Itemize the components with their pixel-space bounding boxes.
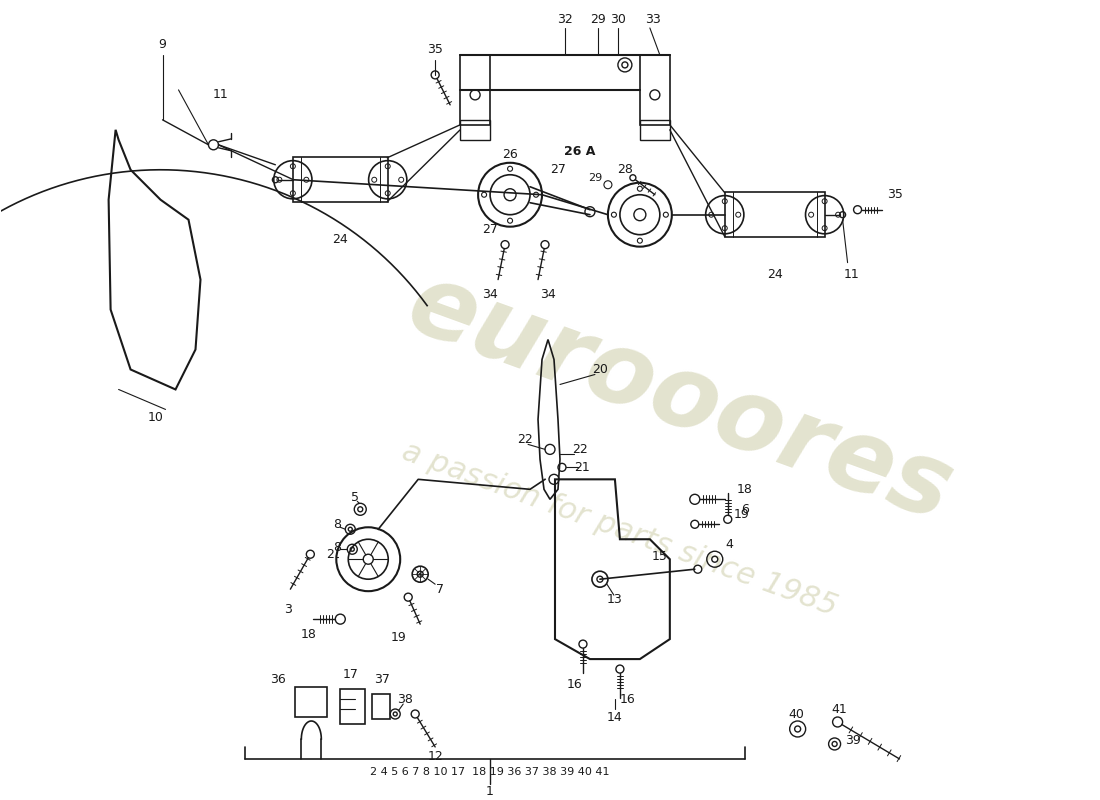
Text: 16: 16	[620, 693, 636, 706]
Text: a passion for parts since 1985: a passion for parts since 1985	[398, 437, 842, 622]
Text: 17: 17	[342, 667, 359, 681]
Text: 41: 41	[832, 702, 847, 715]
Bar	[296, 687, 328, 717]
Text: 15: 15	[652, 550, 668, 562]
Text: 30: 30	[610, 14, 626, 26]
Text: 10: 10	[147, 411, 164, 424]
Text: 26: 26	[503, 148, 518, 162]
Text: 16: 16	[568, 678, 583, 690]
Text: 39: 39	[845, 734, 860, 747]
Text: 20: 20	[592, 363, 608, 376]
Text: 29: 29	[590, 14, 606, 26]
Text: 27: 27	[550, 163, 565, 176]
Text: 37: 37	[374, 673, 390, 686]
Text: 24: 24	[332, 233, 349, 246]
Text: 6: 6	[740, 502, 749, 516]
Text: 4: 4	[726, 538, 734, 550]
Text: 27: 27	[482, 223, 498, 236]
Text: 34: 34	[482, 288, 498, 301]
Text: 22: 22	[572, 443, 587, 456]
Text: 2 4 5 6 7 8 10 17  18 19 36 37 38 39 40 41: 2 4 5 6 7 8 10 17 18 19 36 37 38 39 40 4…	[371, 767, 609, 777]
Text: 34: 34	[540, 288, 556, 301]
Text: 19: 19	[390, 630, 406, 644]
Text: 40: 40	[789, 707, 804, 721]
Text: 8: 8	[333, 541, 341, 554]
Text: 35: 35	[427, 43, 443, 57]
Text: 7: 7	[437, 582, 444, 596]
Text: 22: 22	[517, 433, 532, 446]
Text: 11: 11	[212, 88, 229, 102]
Text: 5: 5	[351, 491, 360, 504]
Text: 9: 9	[158, 38, 166, 51]
Text: 3: 3	[285, 602, 293, 616]
Text: 1: 1	[486, 786, 494, 798]
Text: 18: 18	[300, 628, 317, 641]
Text: 28: 28	[617, 163, 632, 176]
Text: 14: 14	[607, 710, 623, 723]
Text: 35: 35	[887, 188, 902, 202]
Text: 32: 32	[557, 14, 573, 26]
Text: 18: 18	[737, 483, 752, 496]
Text: 38: 38	[397, 693, 414, 706]
Text: 8: 8	[333, 518, 341, 530]
Text: 29: 29	[587, 173, 602, 182]
Text: 13: 13	[607, 593, 623, 606]
Text: 36: 36	[271, 673, 286, 686]
Bar	[293, 158, 387, 202]
Text: 12: 12	[427, 750, 443, 763]
Text: 2: 2	[327, 548, 334, 561]
Text: 33: 33	[645, 14, 661, 26]
Text: 11: 11	[844, 268, 859, 281]
Bar	[340, 689, 365, 724]
Bar	[725, 192, 825, 237]
Text: 24: 24	[767, 268, 782, 281]
Text: 21: 21	[574, 461, 590, 474]
Text: 26 A: 26 A	[564, 146, 595, 158]
Text: 19: 19	[734, 508, 749, 521]
Bar	[372, 694, 390, 719]
Text: eurooores: eurooores	[395, 256, 965, 542]
